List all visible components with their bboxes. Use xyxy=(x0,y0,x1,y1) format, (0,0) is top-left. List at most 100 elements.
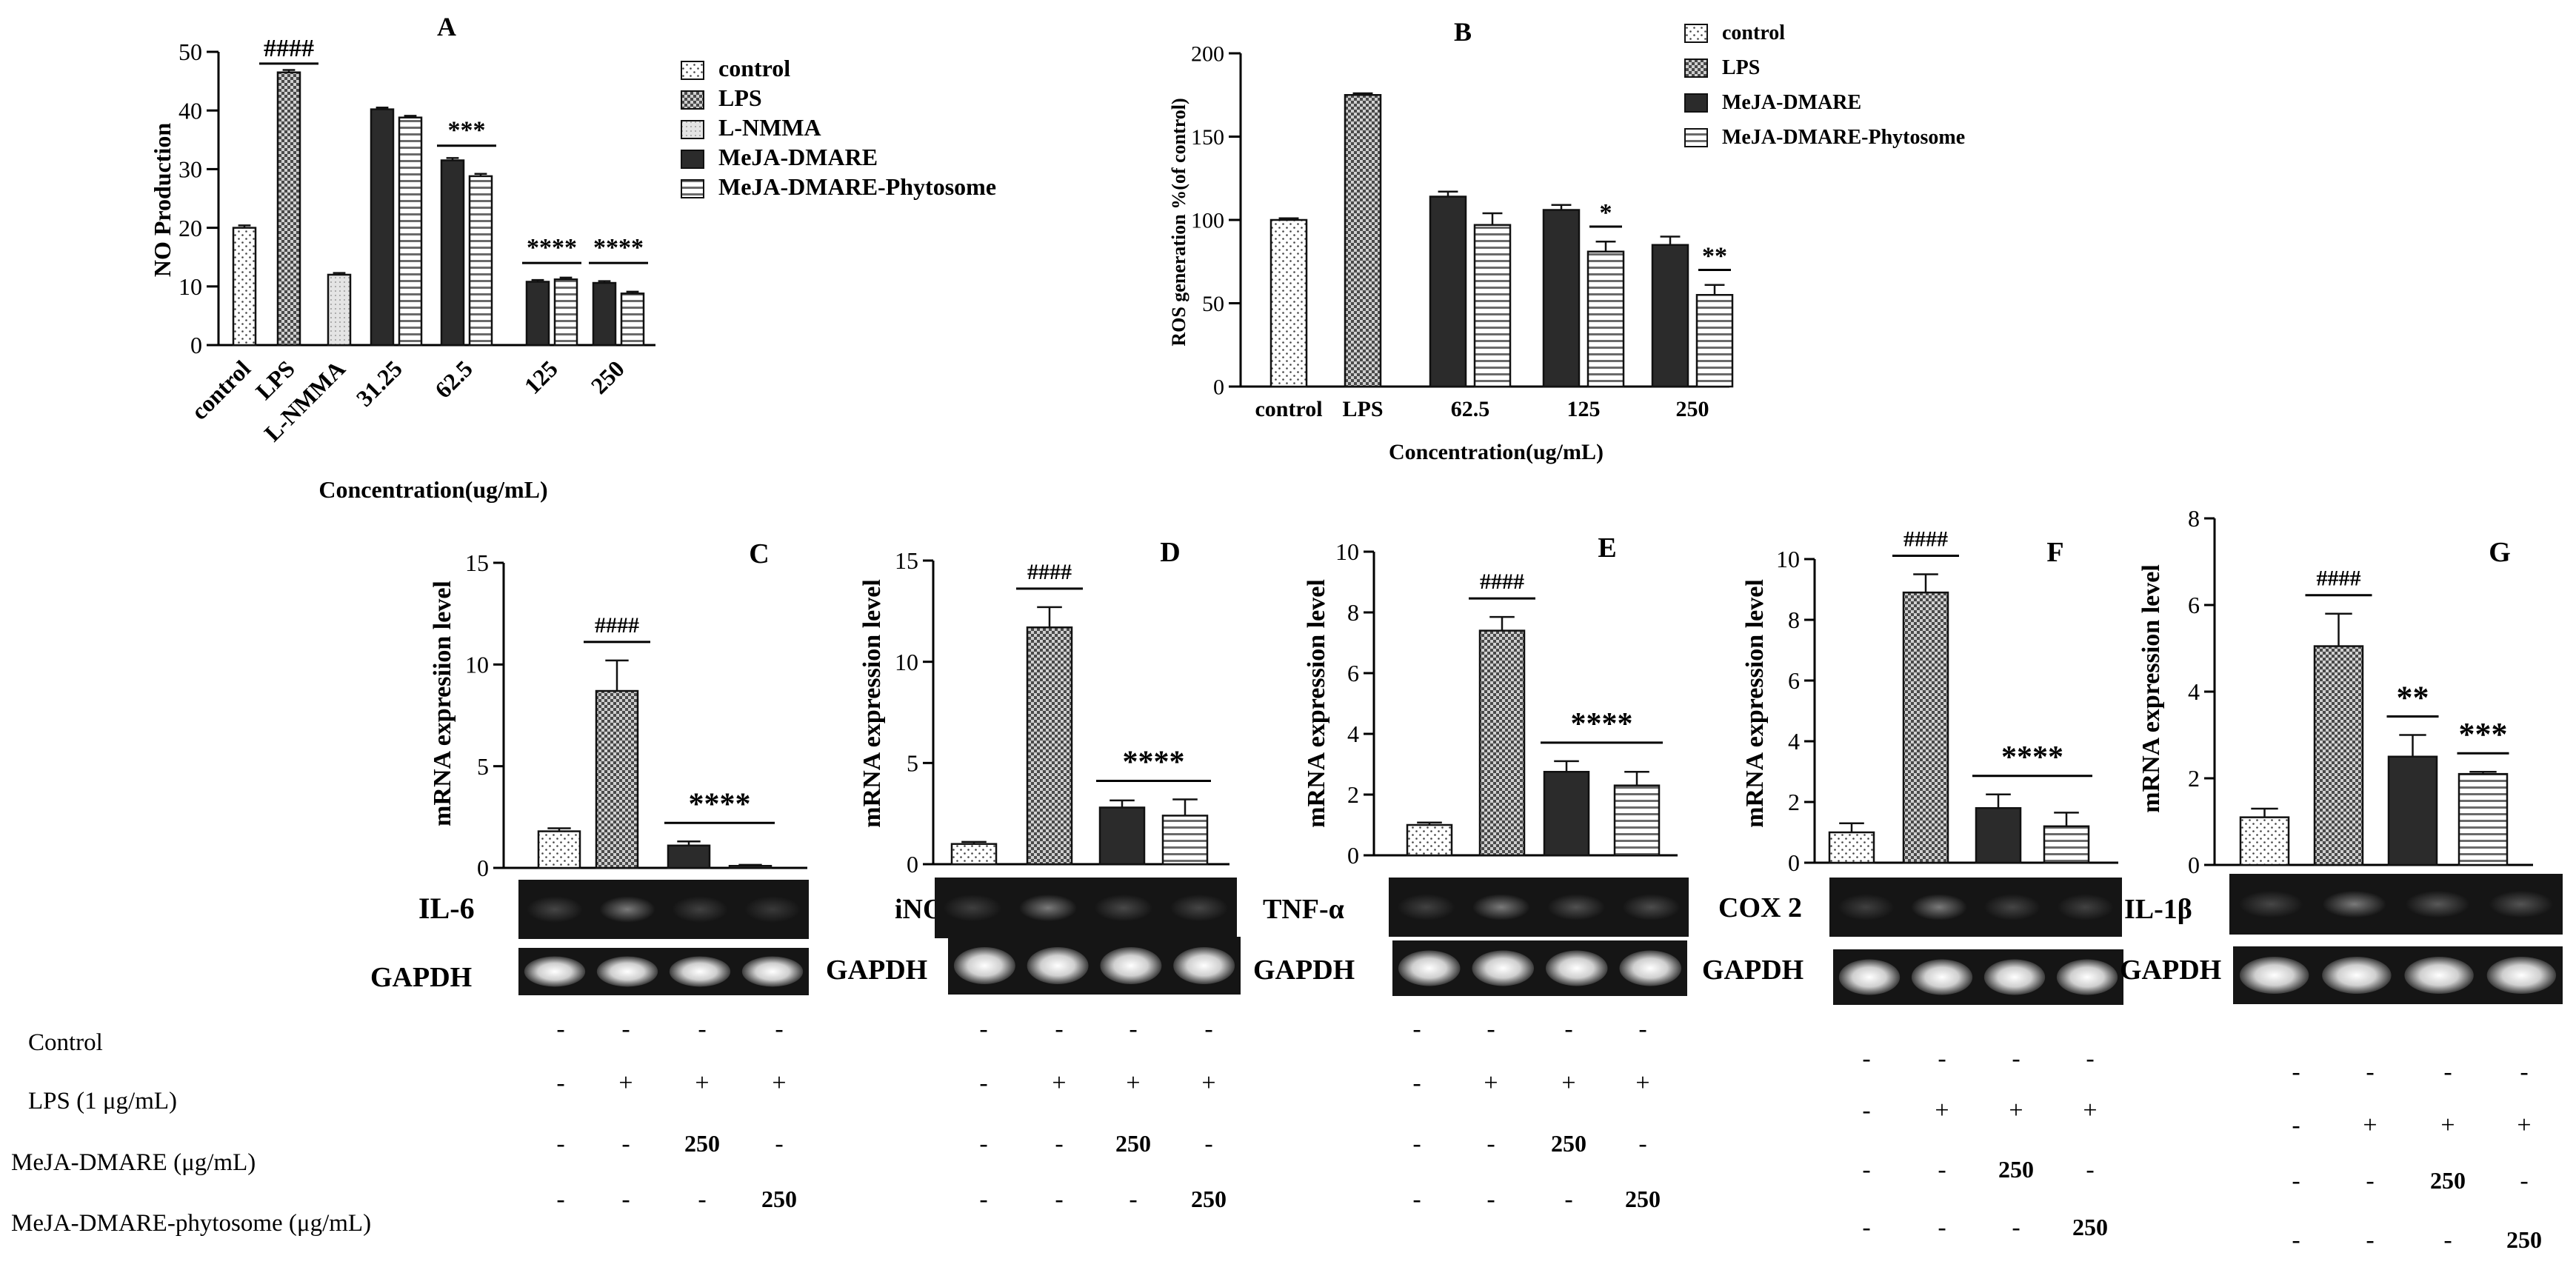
gel-band-gapdh xyxy=(2322,957,2392,994)
bar xyxy=(1542,209,1581,388)
gel-band xyxy=(2058,894,2114,920)
gel-band xyxy=(1984,894,2041,920)
y-tick-label: 0 xyxy=(477,855,489,881)
bar xyxy=(440,159,465,347)
treatment-symbol: - xyxy=(1129,1015,1137,1043)
bar xyxy=(1828,831,1875,864)
y-tick-label: 40 xyxy=(178,97,202,124)
gel-band xyxy=(2239,890,2303,918)
gene-label: IL-6 xyxy=(418,892,475,925)
panel-title-a: A xyxy=(437,12,456,41)
significance-marker-lps: #### xyxy=(1480,569,1524,594)
treatment-symbol: - xyxy=(2292,1112,2300,1139)
treatment-symbol: - xyxy=(1564,1186,1572,1213)
treatment-symbol: 250 xyxy=(2506,1226,2542,1253)
y-tick-label: 8 xyxy=(1347,599,1359,626)
x-tick-label: 125 xyxy=(1567,397,1601,421)
bar xyxy=(1098,806,1146,866)
y-tick-label: 2 xyxy=(1347,781,1359,808)
y-tick-label: 2 xyxy=(2188,765,2200,792)
y-tick-label: 6 xyxy=(1788,667,1800,694)
treatment-symbol: - xyxy=(979,1015,987,1043)
treatment-symbol: - xyxy=(2520,1167,2528,1194)
bar xyxy=(1543,771,1590,857)
legend-swatch xyxy=(1684,93,1708,113)
x-tick-label: 250 xyxy=(1676,397,1709,421)
y-axis-title: NO Production xyxy=(149,123,176,278)
treatment-symbol: - xyxy=(621,1186,630,1213)
treatment-symbol: - xyxy=(2520,1058,2528,1086)
legend-swatch xyxy=(681,61,704,80)
gel-band xyxy=(1911,894,1967,920)
treatment-symbol: - xyxy=(1412,1130,1421,1157)
gel-band xyxy=(2406,890,2469,918)
y-tick-label: 5 xyxy=(907,750,918,777)
loading-control-label: GAPDH xyxy=(826,955,927,986)
gel-band-gapdh xyxy=(1983,959,2046,995)
x-tick-label: control xyxy=(1255,397,1322,421)
treatment-symbol: - xyxy=(2292,1226,2300,1254)
x-axis-title: Concentration(ug/mL) xyxy=(1389,440,1604,464)
bar xyxy=(553,278,578,347)
y-tick-label: 2 xyxy=(1788,789,1800,815)
legend-swatch xyxy=(681,150,704,169)
treatment-symbol: - xyxy=(698,1015,706,1043)
treatment-symbol: 250 xyxy=(2072,1214,2108,1240)
treatment-symbol: - xyxy=(1486,1130,1495,1157)
treatment-symbol: + xyxy=(695,1069,709,1097)
treatment-symbol: - xyxy=(979,1069,987,1097)
y-axis-title: mRNA expression level xyxy=(2138,564,2165,813)
y-tick-label: 10 xyxy=(465,652,489,678)
significance-marker-meja: ** xyxy=(2397,680,2429,716)
bar xyxy=(232,227,257,347)
x-axis-title: Concentration(ug/mL) xyxy=(318,476,547,503)
gel-band xyxy=(1398,894,1455,920)
y-tick-label: 5 xyxy=(477,753,489,780)
treatment-symbol: 250 xyxy=(1115,1130,1151,1157)
treatment-symbol: - xyxy=(1862,1045,1870,1072)
treatment-symbol: - xyxy=(775,1015,783,1043)
y-tick-label: 0 xyxy=(190,332,202,358)
y-tick-label: 4 xyxy=(2188,678,2200,705)
treatment-symbol: - xyxy=(1638,1130,1646,1157)
gel-band xyxy=(944,894,1001,922)
gel-band-gapdh xyxy=(1398,950,1461,986)
bar xyxy=(1695,294,1734,388)
gel-band xyxy=(527,896,583,923)
treatment-symbol: - xyxy=(1129,1186,1137,1213)
y-tick-label: 30 xyxy=(178,156,202,183)
treatment-symbol: - xyxy=(775,1130,783,1157)
treatment-symbol: + xyxy=(618,1069,633,1097)
treatment-symbol: - xyxy=(979,1186,987,1213)
treatment-symbol: 250 xyxy=(761,1186,797,1212)
gel-band-gapdh xyxy=(524,956,586,987)
y-tick-label: 10 xyxy=(895,649,918,675)
y-tick-label: 20 xyxy=(178,215,202,241)
treatment-symbol: + xyxy=(1052,1069,1066,1097)
bar xyxy=(728,865,773,869)
treatment-symbol: - xyxy=(1862,1156,1870,1183)
legend-swatch xyxy=(1684,24,1708,43)
legend-entry: MeJA-DMARE xyxy=(1722,91,1861,114)
treatment-symbol: - xyxy=(1564,1015,1572,1043)
treatment-symbol: - xyxy=(2366,1226,2374,1254)
legend-entry: MeJA-DMARE xyxy=(718,144,878,170)
y-tick-label: 10 xyxy=(1776,546,1800,572)
legend-entry: control xyxy=(718,55,790,81)
row-label-meja: MeJA-DMARE (μg/mL) xyxy=(11,1149,256,1176)
panel-title-b: B xyxy=(1454,17,1472,47)
bar xyxy=(950,843,998,866)
legend-entry: MeJA-DMARE-Phytosome xyxy=(718,173,996,200)
treatment-symbol: - xyxy=(1412,1015,1421,1043)
significance-marker: ** xyxy=(1702,243,1727,270)
gel-band xyxy=(2323,890,2386,918)
treatment-symbol: + xyxy=(1484,1069,1498,1097)
y-axis-title: ROS generation %(of control) xyxy=(1168,98,1189,346)
treatment-symbol: - xyxy=(698,1186,706,1213)
y-tick-label: 0 xyxy=(2188,852,2200,878)
treatment-symbol: + xyxy=(1126,1069,1140,1097)
bar xyxy=(525,281,550,347)
treatment-symbol: - xyxy=(1204,1015,1212,1043)
